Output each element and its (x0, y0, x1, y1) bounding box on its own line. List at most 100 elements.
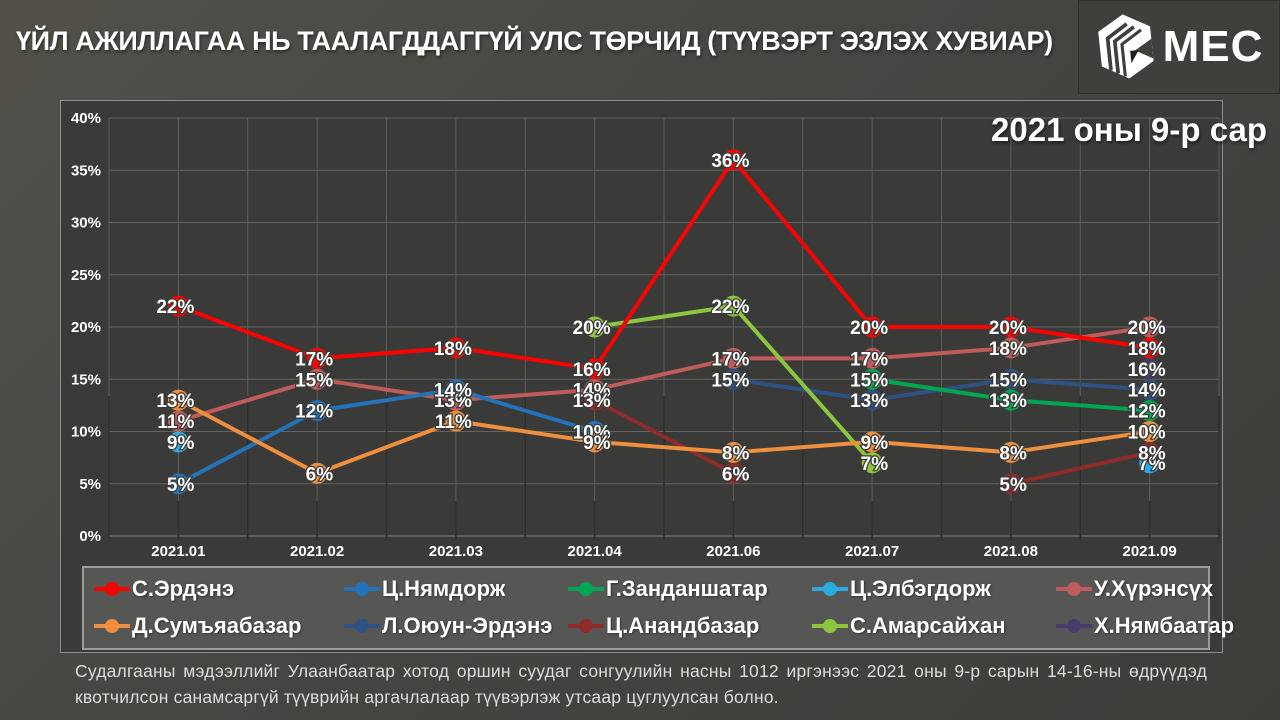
data-point-label: 18% (434, 339, 472, 360)
legend-item: Д.Сумъяабазар (94, 613, 344, 639)
y-tick-label: 40% (71, 110, 101, 127)
data-point-label: 15% (989, 370, 1027, 391)
legend-label: С.Эрдэнэ (132, 575, 235, 601)
data-point-label: 16% (573, 360, 611, 381)
data-point (584, 316, 606, 338)
page-title: ҮЙЛ АЖИЛЛАГАА НЬ ТААЛАГДДАГГҮЙ УЛС ТӨРЧИ… (16, 26, 1053, 56)
legend-item: Ц.Нямдорж (344, 576, 568, 602)
x-tick-label: 2021.08 (984, 543, 1038, 560)
data-point-label: 5% (167, 475, 195, 496)
data-point (306, 400, 328, 422)
data-point-label: 7% (1138, 454, 1166, 475)
data-point (722, 149, 744, 171)
data-point (584, 431, 606, 453)
data-point-label: 22% (156, 297, 194, 318)
x-tick-label: 2021.03 (429, 543, 483, 560)
data-point-label: 6% (306, 464, 334, 485)
mec-logo-icon (1097, 14, 1154, 79)
data-point-label: 13% (989, 391, 1027, 412)
data-point-label: 5% (999, 475, 1027, 496)
legend-marker-icon (344, 578, 380, 600)
legend-label: Л.Оюун-Эрдэнэ (382, 612, 553, 638)
legend-item: Х.Нямбаатар (1056, 613, 1234, 639)
y-tick-label: 20% (71, 319, 101, 336)
line-chart: 40% 35% 30% 25% 20% 15% 10% 5% 0% 2021.01 2021.02 2… (60, 100, 1234, 653)
data-point-label: 22% (711, 297, 749, 318)
legend-item: Г.Занданшатар (568, 576, 812, 602)
legend-item: Ц.Анандбазар (568, 613, 812, 639)
data-point (167, 389, 189, 411)
y-tick-label: 15% (71, 371, 101, 388)
data-point-label: 13% (434, 391, 472, 412)
chart-canvas: 40% 35% 30% 25% 20% 15% 10% 5% 0% 2021.01 2021.02 2… (71, 110, 1220, 560)
legend-item: Л.Оюун-Эрдэнэ (344, 613, 568, 639)
legend-label: Ц.Нямдорж (382, 575, 506, 601)
data-point (1000, 441, 1022, 463)
legend-marker-icon (94, 578, 130, 600)
data-point-label: 13% (573, 391, 611, 412)
legend-marker-icon (344, 615, 380, 637)
data-point (167, 410, 189, 432)
data-point-label: 6% (722, 464, 750, 485)
mec-logo: MEC (1078, 0, 1280, 94)
x-tick-label: 2021.04 (568, 543, 623, 560)
data-point-label: 20% (989, 318, 1027, 339)
data-point (1000, 316, 1022, 338)
data-point-label: 20% (1128, 318, 1166, 339)
series-line (176, 387, 597, 486)
series-line (176, 325, 1152, 424)
data-point-label: 9% (861, 433, 889, 454)
data-point (1139, 358, 1161, 380)
legend-item: Ц.Элбэгдорж (812, 576, 1056, 602)
data-point (1139, 316, 1161, 338)
data-point (1000, 337, 1022, 359)
legend-marker-icon (568, 615, 604, 637)
data-point (861, 316, 883, 338)
x-tick-label: 2021.02 (290, 543, 344, 560)
data-point (1139, 400, 1161, 422)
y-tick-label: 10% (71, 424, 101, 441)
data-point (861, 431, 883, 453)
data-point (167, 473, 189, 495)
y-tick-label: 5% (79, 476, 101, 493)
data-point-label: 13% (850, 391, 888, 412)
data-point (722, 441, 744, 463)
legend-marker-icon (568, 578, 604, 600)
data-point-label: 14% (1128, 381, 1166, 402)
period-annotation: 2021 оны 9-р сар (991, 111, 1267, 148)
mec-logo-text: MEC (1162, 22, 1264, 71)
data-point-label: 16% (1128, 360, 1166, 381)
data-point (1139, 379, 1161, 401)
data-point (861, 452, 883, 474)
legend-marker-icon (812, 615, 848, 637)
data-point-label: 8% (722, 443, 750, 464)
y-tick-label: 35% (71, 162, 101, 179)
data-point (306, 462, 328, 484)
legend-label: С.Амарсайхан (850, 612, 1006, 638)
y-tick-label: 0% (79, 528, 101, 545)
data-point-label: 11% (157, 412, 194, 433)
data-point-label: 12% (1128, 402, 1166, 423)
data-point-label: 20% (850, 318, 888, 339)
data-point-label: 15% (850, 370, 888, 391)
legend-label: Д.Сумъяабазар (132, 612, 302, 638)
data-point-label: 36% (711, 151, 749, 172)
legend-label: Г.Занданшатар (606, 575, 768, 601)
data-point-label: 10% (573, 423, 611, 444)
data-point (1139, 441, 1161, 463)
data-point-label: 12% (295, 402, 333, 423)
data-point (861, 368, 883, 390)
data-point-label: 18% (989, 339, 1027, 360)
data-point (306, 347, 328, 369)
legend-marker-icon (1056, 615, 1092, 637)
data-point (1000, 368, 1022, 390)
data-point (445, 410, 467, 432)
x-tick-label: 2021.06 (706, 543, 760, 560)
x-tick-label: 2021.09 (1123, 543, 1177, 560)
legend-label: Ц.Анандбазар (606, 612, 760, 638)
legend-label: У.Хүрэнсүх (1094, 575, 1214, 601)
data-point (306, 368, 328, 390)
data-point (167, 431, 189, 453)
data-point (584, 358, 606, 380)
